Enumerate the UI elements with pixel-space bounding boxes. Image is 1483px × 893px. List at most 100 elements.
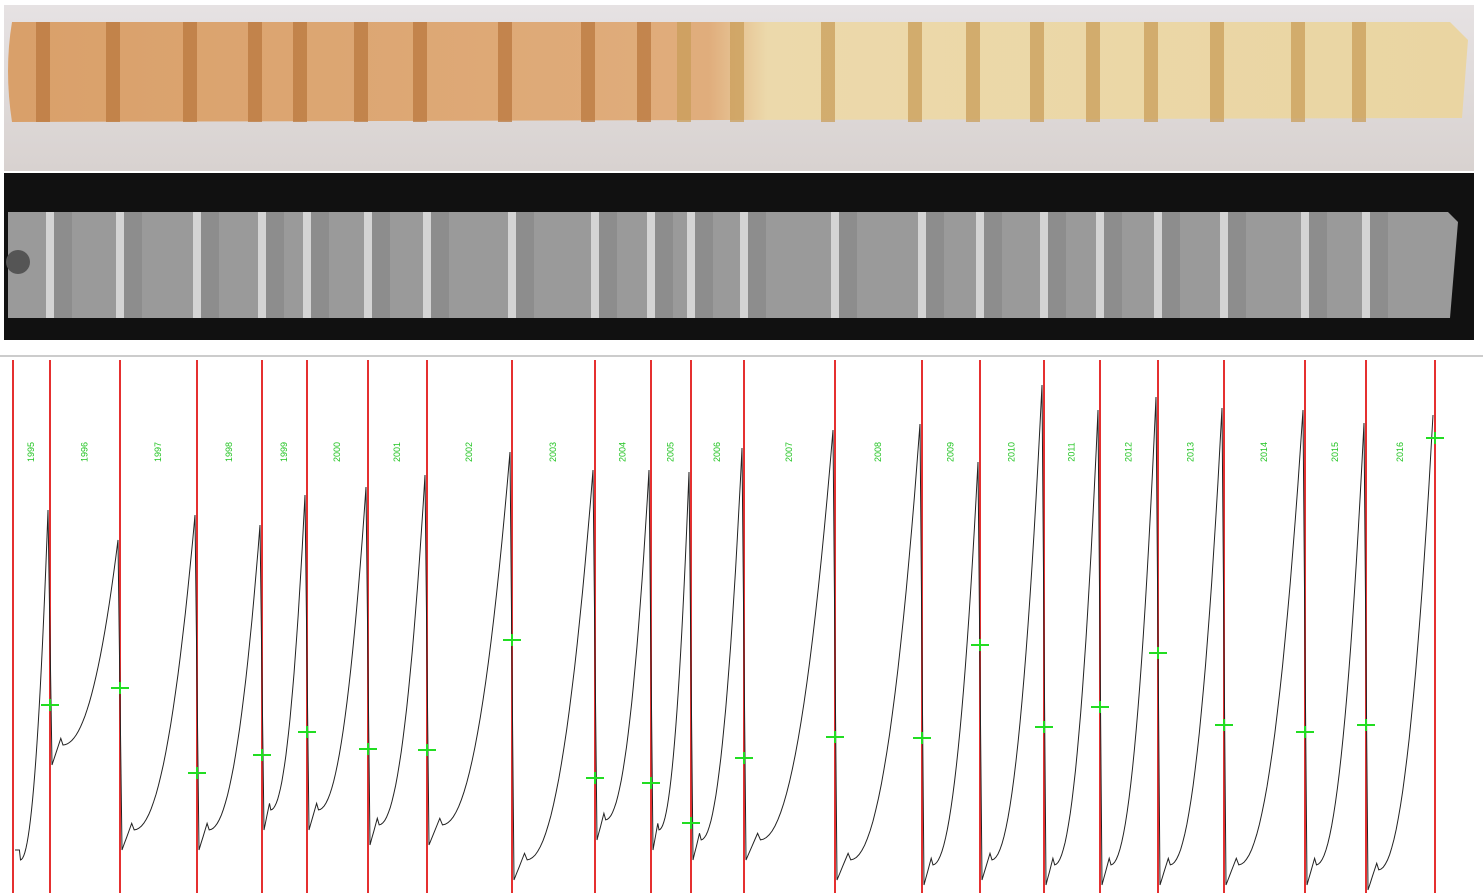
latewood-band	[677, 22, 691, 122]
boundary-marker	[41, 699, 59, 711]
boundary-marker	[188, 767, 206, 779]
latewood-band	[1086, 22, 1100, 122]
ring-dark	[1309, 212, 1327, 318]
year-label: 2000	[332, 442, 342, 462]
ring-dark	[201, 212, 219, 318]
boundary-marker	[642, 777, 660, 789]
boundary-marker	[111, 682, 129, 694]
boundary-marker	[913, 732, 931, 744]
boundary-marker	[359, 743, 377, 755]
ring-dark	[984, 212, 1002, 318]
boundary-marker	[1357, 719, 1375, 731]
boundary-marker	[1091, 701, 1109, 713]
boundary-marker	[826, 731, 844, 743]
ring-band	[831, 212, 839, 318]
year-label: 1995	[26, 442, 36, 462]
latewood-band	[354, 22, 368, 122]
year-label: 2016	[1395, 442, 1405, 462]
boundary-marker	[1296, 726, 1314, 738]
ring-dark	[311, 212, 329, 318]
ring-dark	[1162, 212, 1180, 318]
boundary-marker	[586, 772, 604, 784]
ring-band	[591, 212, 599, 318]
ring-band	[1362, 212, 1370, 318]
ring-dark	[431, 212, 449, 318]
density-profile: 1995 1996 1997 1998 1999 2000 2001 2002 2003 2004…	[12, 360, 1444, 893]
ring-band	[193, 212, 201, 318]
latewood-band	[248, 22, 262, 122]
year-label: 1998	[224, 442, 234, 462]
ring-band	[1301, 212, 1309, 318]
latewood-band	[966, 22, 980, 122]
year-label: 2011	[1066, 442, 1076, 461]
ring-dark	[695, 212, 713, 318]
year-label: 2005	[665, 442, 675, 462]
latewood-band	[1210, 22, 1224, 122]
boundary-marker	[253, 749, 271, 761]
year-label: 1999	[279, 442, 289, 462]
year-label: 2001	[392, 442, 402, 462]
year-label: 2003	[548, 442, 558, 462]
year-label: 2007	[784, 442, 794, 462]
ring-dark	[1048, 212, 1066, 318]
latewood-band	[637, 22, 651, 122]
ring-dark	[1370, 212, 1388, 318]
year-label: 1996	[79, 442, 89, 462]
ring-dark	[926, 212, 944, 318]
year-label: 2006	[712, 442, 722, 462]
ring-dark	[655, 212, 673, 318]
latewood-band	[36, 22, 50, 122]
ring-dark	[266, 212, 284, 318]
year-label: 2004	[617, 442, 627, 462]
year-label: 2009	[945, 442, 955, 462]
pith	[6, 250, 30, 274]
ring-dark	[124, 212, 142, 318]
latewood-band	[1030, 22, 1044, 122]
latewood-band	[1144, 22, 1158, 122]
year-label: 2012	[1123, 442, 1133, 462]
year-label: 1997	[153, 442, 163, 462]
boundary-marker	[1149, 647, 1167, 659]
year-label: 2010	[1006, 442, 1016, 462]
boundary-marker	[1426, 432, 1444, 444]
ring-band	[976, 212, 984, 318]
xray-sample	[6, 212, 1458, 318]
latewood-band	[821, 22, 835, 122]
ring-dark	[599, 212, 617, 318]
latewood-band	[1352, 22, 1366, 122]
boundary-marker	[971, 639, 989, 651]
year-label: 2015	[1330, 442, 1340, 462]
ring-dark	[516, 212, 534, 318]
ring-band	[687, 212, 695, 318]
latewood-band	[106, 22, 120, 122]
ring-band	[1154, 212, 1162, 318]
latewood-band	[730, 22, 744, 122]
latewood-band	[413, 22, 427, 122]
latewood-band	[293, 22, 307, 122]
latewood-band	[183, 22, 197, 122]
wood-sample	[8, 22, 1468, 122]
ring-band	[918, 212, 926, 318]
latewood-band	[581, 22, 595, 122]
ring-band	[740, 212, 748, 318]
boundary-marker	[298, 726, 316, 738]
density-curve	[15, 384, 1434, 891]
ring-dark	[372, 212, 390, 318]
latewood-band	[908, 22, 922, 122]
ring-dark	[1104, 212, 1122, 318]
year-label: 2002	[464, 442, 474, 462]
ring-band	[508, 212, 516, 318]
year-label: 2008	[873, 442, 883, 462]
ring-band	[116, 212, 124, 318]
latewood-band	[1291, 22, 1305, 122]
year-label: 2013	[1185, 442, 1195, 462]
ring-dark	[54, 212, 72, 318]
ring-band	[1096, 212, 1104, 318]
ring-band	[364, 212, 372, 318]
ring-band	[258, 212, 266, 318]
ring-band	[303, 212, 311, 318]
boundary-marker	[735, 752, 753, 764]
ring-dark	[1228, 212, 1246, 318]
boundary-marker	[418, 744, 436, 756]
